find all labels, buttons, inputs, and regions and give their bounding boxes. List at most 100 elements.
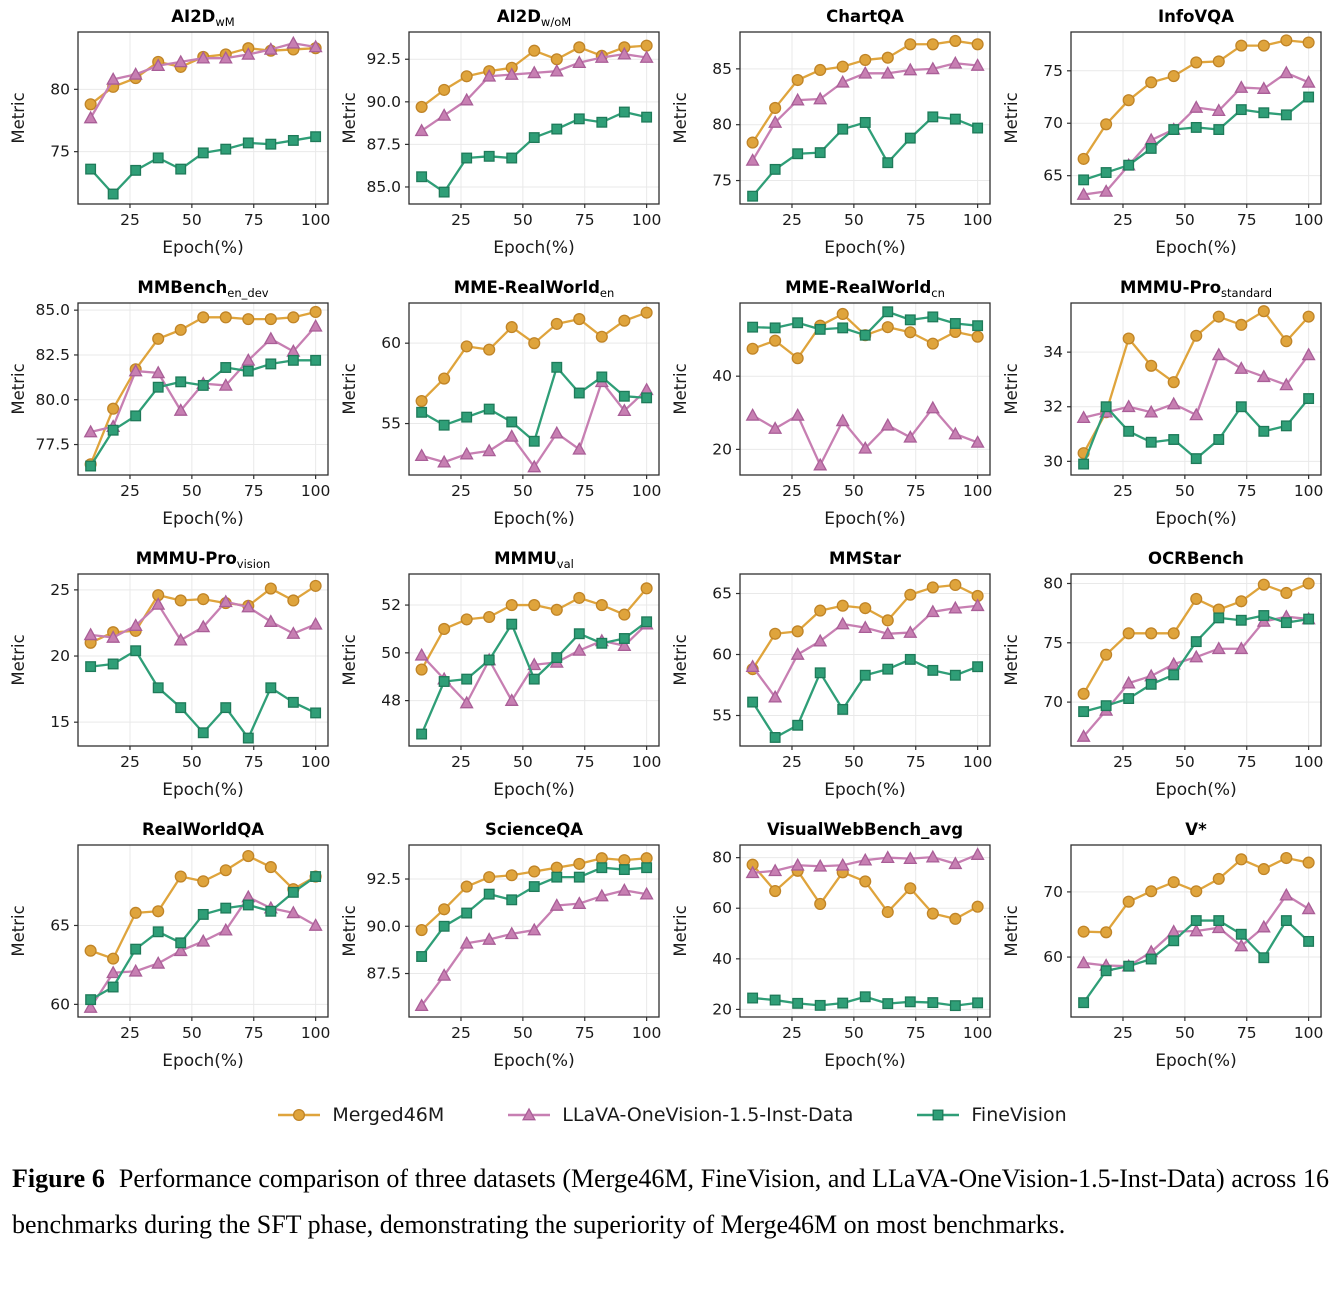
x-tick-label: 50 — [513, 753, 533, 771]
square-marker-icon — [1100, 167, 1112, 178]
circle-marker-icon — [949, 34, 962, 47]
triangle-marker-icon — [106, 72, 121, 85]
circle-marker-icon — [1302, 310, 1315, 323]
chart-title: OCRBench — [1148, 549, 1244, 568]
circle-marker-icon — [814, 604, 827, 617]
square-marker-icon — [1078, 458, 1090, 470]
triangle-marker-icon — [1279, 377, 1294, 391]
x-tick-label: 100 — [301, 482, 331, 500]
circle-marker-icon — [640, 582, 653, 595]
chart-title: ScienceQA — [485, 820, 583, 839]
markers-merged46m — [84, 579, 322, 649]
y-tick-label: 55 — [381, 415, 401, 433]
triangle-marker-icon — [504, 67, 519, 80]
square-marker-icon — [107, 188, 119, 200]
triangle-marker-icon — [1211, 347, 1226, 361]
triangle-marker-icon — [1189, 407, 1204, 421]
square-marker-icon — [528, 673, 540, 685]
square-marker-icon — [242, 899, 254, 911]
x-tick-label: 100 — [1294, 482, 1324, 500]
markers-llava-onevision-1-5-inst-data — [83, 318, 323, 438]
triangle-marker-icon — [437, 108, 452, 121]
circle-marker-icon — [926, 907, 939, 920]
square-marker-icon — [904, 314, 916, 326]
y-tick-label: 92.5 — [366, 870, 401, 888]
square-marker-icon — [1213, 434, 1225, 445]
y-axis-label: Metric — [671, 905, 690, 956]
square-marker-icon — [197, 147, 209, 159]
y-tick-label: 87.5 — [366, 965, 401, 983]
markers-llava-onevision-1-5-inst-data — [1076, 65, 1316, 200]
circle-marker-icon — [791, 73, 804, 87]
triangle-marker-icon — [835, 74, 850, 88]
x-tick-label: 100 — [1294, 1024, 1324, 1042]
plot-frame — [408, 844, 660, 1018]
circle-marker-icon — [1257, 39, 1270, 52]
square-marker-icon — [287, 354, 299, 366]
triangle-marker-icon — [970, 435, 985, 448]
triangle-marker-icon — [241, 599, 256, 613]
square-marker-icon — [859, 329, 871, 341]
circle-marker-icon — [1100, 648, 1113, 661]
x-tick-label: 75 — [1237, 211, 1257, 229]
markers-llava-onevision-1-5-inst-data — [745, 598, 985, 703]
square-marker-icon — [1235, 928, 1247, 940]
square-marker-icon — [506, 894, 518, 906]
x-tick-label: 75 — [244, 753, 264, 771]
square-marker-icon — [130, 164, 142, 176]
triangle-marker-icon — [263, 614, 278, 627]
circle-marker-icon — [550, 861, 563, 874]
triangle-marker-icon — [1234, 80, 1249, 93]
square-marker-icon — [1213, 124, 1225, 135]
markers-finevision — [85, 645, 322, 744]
square-marker-icon — [310, 871, 322, 883]
plot-frame — [408, 573, 660, 747]
y-tick-label: 65 — [1043, 167, 1063, 185]
triangle-marker-icon — [241, 47, 256, 60]
triangle-marker-icon — [1211, 103, 1226, 117]
x-tick-label: 50 — [182, 1024, 202, 1042]
circle-marker-icon — [949, 578, 962, 592]
triangle-marker-icon — [527, 922, 542, 936]
triangle-marker-icon — [414, 448, 429, 462]
triangle-marker-icon — [948, 600, 963, 614]
square-marker-icon — [483, 654, 495, 666]
circle-marker-icon — [197, 875, 210, 888]
circle-marker-icon — [264, 313, 277, 326]
y-tick-label: 40 — [712, 367, 732, 385]
square-marker-icon — [792, 148, 804, 160]
square-marker-icon — [747, 696, 759, 708]
x-tick-label: 25 — [120, 211, 140, 229]
square-marker-icon — [461, 673, 473, 685]
triangle-marker-icon — [970, 847, 985, 860]
triangle-marker-icon — [1076, 955, 1091, 969]
square-marker-icon — [859, 991, 871, 1003]
chart-title: RealWorldQA — [142, 820, 264, 839]
markers-llava-onevision-1-5-inst-data — [414, 883, 654, 1012]
markers-finevision — [416, 361, 653, 447]
circle-marker-icon — [1100, 926, 1113, 939]
circle-marker-icon — [219, 864, 232, 877]
line-llava-onevision-1-5-inst-data — [1083, 71, 1310, 196]
circle-marker-icon — [264, 582, 277, 595]
square-marker-icon — [837, 322, 849, 334]
square-marker-icon — [461, 907, 473, 919]
square-marker-icon — [882, 663, 894, 675]
legend: Merged46M LLaVA-OneVision-1.5-Inst-Data Fi… — [0, 1100, 1343, 1130]
triangle-marker-icon — [925, 61, 940, 75]
subplot-mmmu-pro-vision: 25 50 75 100 15 20 25 MMMU-Provision Metric Epoch… — [8, 548, 338, 819]
square-marker-icon — [438, 920, 450, 932]
square-marker-icon — [1123, 159, 1135, 171]
y-axis-label: Metric — [671, 634, 690, 685]
markers-finevision — [747, 653, 984, 743]
triangle-marker-icon — [218, 594, 233, 608]
circle-marker-icon — [618, 608, 631, 621]
square-marker-icon — [927, 111, 939, 123]
x-tick-label: 50 — [182, 211, 202, 229]
x-axis-label: Epoch(%) — [493, 780, 574, 800]
circle-marker-icon — [791, 352, 804, 365]
triangle-marker-icon — [813, 858, 828, 872]
line-llava-onevision-1-5-inst-data — [752, 406, 979, 467]
triangle-marker-icon — [572, 643, 587, 656]
circle-marker-icon — [242, 849, 255, 863]
